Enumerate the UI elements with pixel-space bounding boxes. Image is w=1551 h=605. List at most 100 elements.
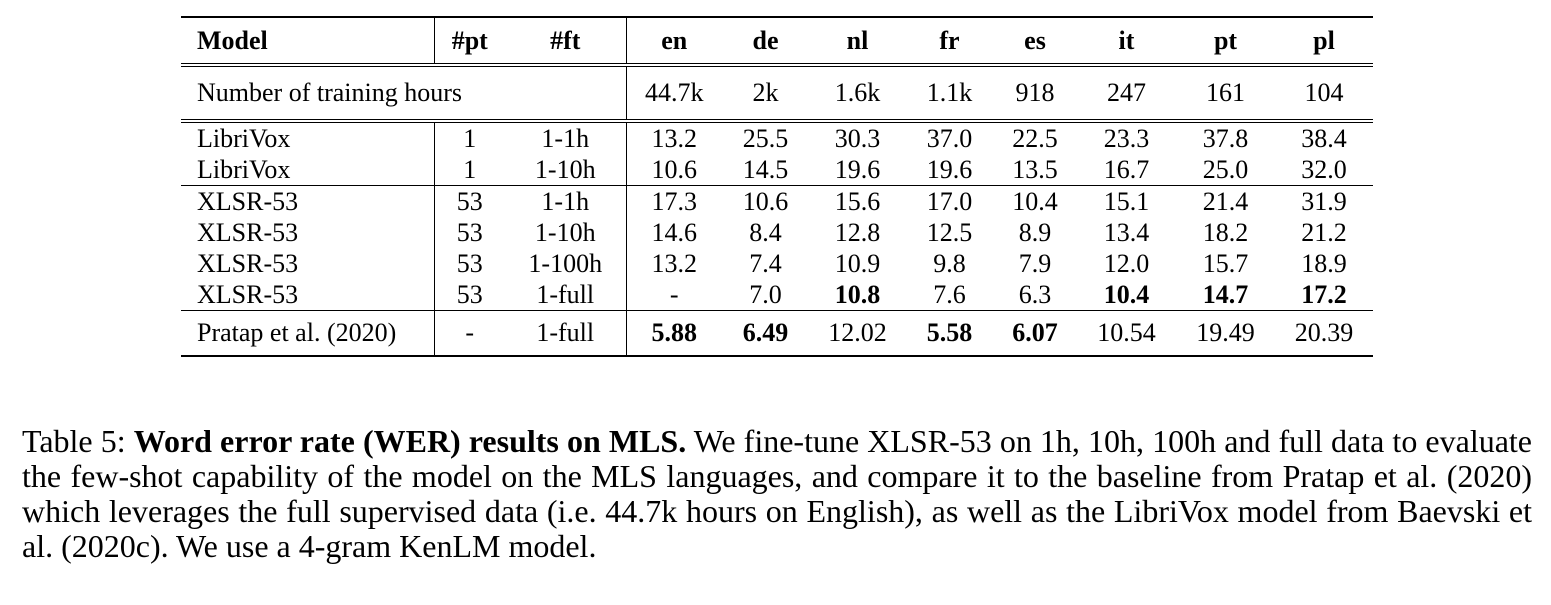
wer-cell: 10.4	[1012, 187, 1058, 216]
wer-cell: 17.0	[926, 187, 973, 216]
wer-cell: 15.6	[834, 187, 881, 216]
caption-bold: Word error rate (WER) results on MLS.	[133, 423, 687, 459]
wer-cell: 37.8	[1202, 124, 1249, 153]
wer-cell: 32.0	[1275, 154, 1373, 186]
model-cell: XLSR-53	[181, 248, 435, 279]
wer-cell: 25.0	[1176, 154, 1275, 186]
hours-value: 1.1k	[906, 65, 993, 123]
wer-cell: 19.49	[1176, 310, 1275, 357]
table-caption: Table 5: Word error rate (WER) results o…	[22, 424, 1532, 564]
hours-value: 161	[1176, 65, 1275, 123]
wer-cell: 13.4	[1103, 218, 1150, 247]
wer-cell: 37.0	[926, 124, 973, 153]
col-header-pt: #pt	[434, 16, 505, 67]
pt-cell: 53	[456, 249, 483, 278]
wer-cell: 16.7	[1077, 154, 1176, 186]
col-header-es: es	[993, 16, 1077, 67]
wer-cell: 12.8	[834, 218, 881, 247]
wer-cell: 9.8	[933, 249, 966, 278]
wer-cell: 22.5	[1012, 124, 1058, 153]
wer-cell: 10.4	[1077, 279, 1176, 311]
wer-cell: 30.3	[834, 124, 881, 153]
ft-cell: 1-1h	[505, 185, 627, 217]
wer-cell: 31.9	[1301, 187, 1347, 216]
table-row: XLSR-53 53 1-full -7.0 10.8 7.6 6.3 10.4 14.7 17.…	[181, 279, 1373, 311]
wer-cell: 13.5	[993, 154, 1077, 186]
col-header-de: de	[722, 16, 809, 67]
caption-prefix: Table 5:	[22, 423, 134, 459]
wer-cell: 5.88	[626, 310, 722, 357]
ft-cell: 1-10h	[505, 217, 627, 248]
col-header-model: Model	[181, 16, 435, 67]
wer-cell: 18.9	[1301, 249, 1347, 278]
training-hours-label: Number of training hours	[181, 65, 627, 123]
wer-cell: 18.2	[1202, 218, 1249, 247]
wer-cell: 14.7	[1176, 279, 1275, 311]
wer-cell: 15.1	[1103, 187, 1150, 216]
model-cell: LibriVox	[181, 121, 435, 154]
wer-cell: 13.2	[651, 124, 698, 153]
model-cell: XLSR-53	[181, 185, 435, 217]
model-cell: XLSR-53	[181, 279, 435, 311]
pt-cell: 53	[456, 187, 483, 216]
training-hours-row: Number of training hours 44.7k 2k 1.6k 1…	[181, 65, 1373, 123]
ft-cell: 1-full	[505, 279, 627, 311]
wer-cell: 15.7	[1202, 249, 1249, 278]
wer-cell: 21.2	[1301, 218, 1347, 247]
table-row: LibriVox 1 1-10h 10.6 14.5 19.6 19.6 13.5 16.7 25…	[181, 154, 1373, 186]
pt-cell: -	[434, 310, 505, 357]
wer-cell: 7.4	[749, 249, 782, 278]
wer-cell: 19.6	[809, 154, 906, 186]
wer-cell: 6.49	[722, 310, 809, 357]
col-header-fr: fr	[906, 16, 993, 67]
hours-value: 247	[1077, 65, 1176, 123]
wer-cell: 7.6	[906, 279, 993, 311]
wer-cell: 17.2	[1275, 279, 1373, 311]
hours-value: 104	[1275, 65, 1373, 123]
wer-cell: 7.0	[722, 279, 809, 311]
ft-cell: 1-10h	[505, 154, 627, 186]
col-header-nl: nl	[809, 16, 906, 67]
wer-cell: 12.02	[809, 310, 906, 357]
wer-cell: 6.07	[993, 310, 1077, 357]
hours-value: 918	[993, 65, 1077, 123]
wer-cell: 8.4	[749, 218, 782, 247]
table-row: Pratap et al. (2020) -1-full 5.88 6.49 12.02…	[181, 310, 1373, 357]
pt-cell: 53	[456, 218, 483, 247]
wer-cell: 21.4	[1202, 187, 1249, 216]
wer-cell: 14.5	[722, 154, 809, 186]
wer-results-table: Model #pt #ft en de nl fr es it pt pl Nu…	[181, 16, 1373, 357]
wer-cell: 10.8	[809, 279, 906, 311]
hours-value: 44.7k	[626, 65, 722, 123]
wer-cell: 12.0	[1103, 249, 1150, 278]
table-row: XLSR-53 53 1-100h 13.2 7.4 10.9 9.8 7.9 12.0 15.7…	[181, 248, 1373, 279]
wer-cell: 38.4	[1301, 124, 1347, 153]
ft-cell: 1-full	[505, 310, 627, 357]
wer-cell: 10.9	[834, 249, 881, 278]
wer-cell: 10.6	[742, 187, 789, 216]
wer-cell: 19.6	[906, 154, 993, 186]
wer-cell: 7.9	[1018, 249, 1052, 278]
wer-cell: 13.2	[651, 249, 698, 278]
col-header-en: en	[626, 16, 722, 67]
wer-cell: 10.6	[626, 154, 722, 186]
pt-cell: 1	[434, 154, 505, 186]
model-cell: XLSR-53	[181, 217, 435, 248]
ft-cell: 1-100h	[505, 248, 627, 279]
table-row: LibriVox 1 1-1h 13.2 25.5 30.3 37.0 22.5 23.3 37.…	[181, 121, 1373, 154]
model-cell: Pratap et al. (2020)	[181, 310, 435, 357]
wer-cell: 8.9	[1018, 218, 1052, 247]
col-header-ft: #ft	[505, 16, 627, 67]
hours-value: 1.6k	[809, 65, 906, 123]
wer-cell: 6.3	[993, 279, 1077, 311]
table-row: XLSR-53 53 1-10h 14.6 8.4 12.8 12.5 8.9 13.4 18.2…	[181, 217, 1373, 248]
wer-cell: 23.3	[1103, 124, 1150, 153]
wer-cell: 25.5	[742, 124, 789, 153]
col-header-it: it	[1077, 16, 1176, 67]
wer-cell: 5.58	[906, 310, 993, 357]
wer-cell: 17.3	[651, 187, 698, 216]
table-row: XLSR-53 53 1-1h 17.3 10.6 15.6 17.0 10.4 15.1 21.…	[181, 185, 1373, 217]
caption-text: We fine-tune XLSR-53 on 1h, 10h, 100h an…	[22, 423, 1533, 564]
wer-cell: -	[626, 279, 722, 311]
header-row: Model #pt #ft en de nl fr es it pt pl	[181, 16, 1373, 67]
